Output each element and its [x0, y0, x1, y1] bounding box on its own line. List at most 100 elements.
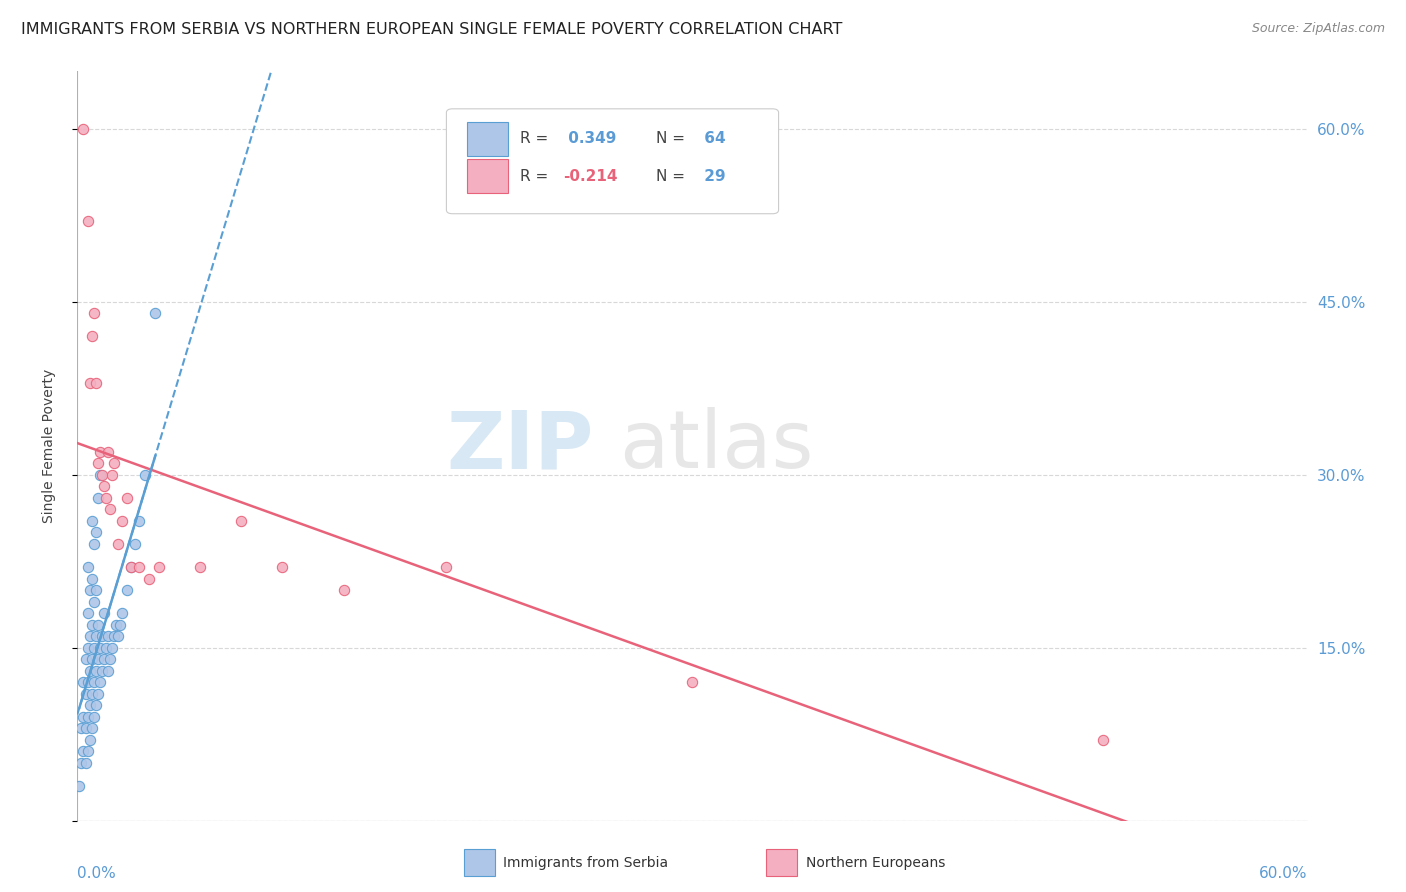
Point	[79, 698, 101, 713]
Text: 0.349: 0.349	[564, 131, 617, 146]
FancyBboxPatch shape	[447, 109, 779, 214]
Point	[89, 444, 111, 458]
Point	[79, 733, 101, 747]
Point	[84, 376, 107, 390]
Point	[134, 467, 156, 482]
Point	[87, 617, 110, 632]
Point	[89, 467, 111, 482]
Point	[128, 514, 150, 528]
Point	[148, 560, 170, 574]
FancyBboxPatch shape	[464, 849, 495, 876]
Point	[128, 560, 150, 574]
Point	[101, 467, 124, 482]
Point	[87, 652, 110, 666]
Point	[72, 675, 94, 690]
Point	[87, 456, 110, 470]
Point	[97, 629, 120, 643]
Point	[70, 756, 93, 770]
Point	[111, 606, 134, 620]
Point	[93, 479, 115, 493]
Text: Immigrants from Serbia: Immigrants from Serbia	[503, 855, 668, 870]
Point	[75, 652, 97, 666]
Point	[120, 560, 142, 574]
Point	[75, 756, 97, 770]
Point	[80, 572, 103, 586]
Point	[79, 629, 101, 643]
Point	[101, 640, 124, 655]
Text: Source: ZipAtlas.com: Source: ZipAtlas.com	[1251, 22, 1385, 36]
Text: Northern Europeans: Northern Europeans	[806, 855, 945, 870]
Text: N =: N =	[655, 169, 685, 184]
Text: 60.0%: 60.0%	[1260, 865, 1308, 880]
Point	[83, 537, 105, 551]
Point	[83, 710, 105, 724]
Text: ZIP: ZIP	[447, 407, 595, 485]
Point	[79, 376, 101, 390]
Point	[80, 722, 103, 736]
FancyBboxPatch shape	[467, 160, 508, 193]
Point	[72, 122, 94, 136]
Point	[87, 687, 110, 701]
Point	[80, 329, 103, 343]
Point	[90, 629, 114, 643]
Point	[83, 640, 105, 655]
Point	[97, 444, 120, 458]
Point	[188, 560, 212, 574]
Point	[90, 664, 114, 678]
Point	[231, 514, 253, 528]
Point	[436, 560, 458, 574]
Point	[110, 617, 132, 632]
Point	[87, 491, 110, 505]
Point	[94, 491, 117, 505]
Text: IMMIGRANTS FROM SERBIA VS NORTHERN EUROPEAN SINGLE FEMALE POVERTY CORRELATION CH: IMMIGRANTS FROM SERBIA VS NORTHERN EUROP…	[21, 22, 842, 37]
Point	[84, 698, 107, 713]
Point	[79, 664, 101, 678]
Point	[76, 606, 98, 620]
Point	[115, 491, 138, 505]
Point	[76, 710, 98, 724]
Point	[94, 640, 117, 655]
Point	[72, 710, 94, 724]
Point	[75, 722, 97, 736]
Point	[80, 617, 103, 632]
Point	[124, 537, 146, 551]
Point	[89, 675, 111, 690]
Point	[89, 640, 111, 655]
Point	[80, 687, 103, 701]
Point	[115, 583, 138, 598]
Point	[98, 652, 121, 666]
Point	[98, 502, 121, 516]
FancyBboxPatch shape	[467, 122, 508, 155]
Text: R =: R =	[520, 169, 548, 184]
Point	[75, 687, 97, 701]
Point	[93, 652, 115, 666]
Text: R =: R =	[520, 131, 548, 146]
Text: N =: N =	[655, 131, 685, 146]
Point	[76, 560, 98, 574]
Point	[67, 779, 90, 793]
Point	[97, 664, 120, 678]
Point	[90, 467, 114, 482]
Point	[80, 514, 103, 528]
Point	[83, 675, 105, 690]
Y-axis label: Single Female Poverty: Single Female Poverty	[42, 369, 56, 523]
Point	[76, 214, 98, 228]
Point	[76, 640, 98, 655]
Text: 64: 64	[699, 131, 725, 146]
Point	[105, 617, 128, 632]
Point	[111, 514, 134, 528]
Point	[76, 744, 98, 758]
Point	[103, 629, 125, 643]
FancyBboxPatch shape	[766, 849, 797, 876]
Point	[84, 583, 107, 598]
Point	[70, 722, 93, 736]
Point	[84, 629, 107, 643]
Point	[84, 525, 107, 540]
Point	[79, 583, 101, 598]
Point	[83, 306, 105, 320]
Point	[1091, 733, 1114, 747]
Point	[120, 560, 142, 574]
Point	[107, 629, 129, 643]
Point	[333, 583, 356, 598]
Text: -0.214: -0.214	[564, 169, 617, 184]
